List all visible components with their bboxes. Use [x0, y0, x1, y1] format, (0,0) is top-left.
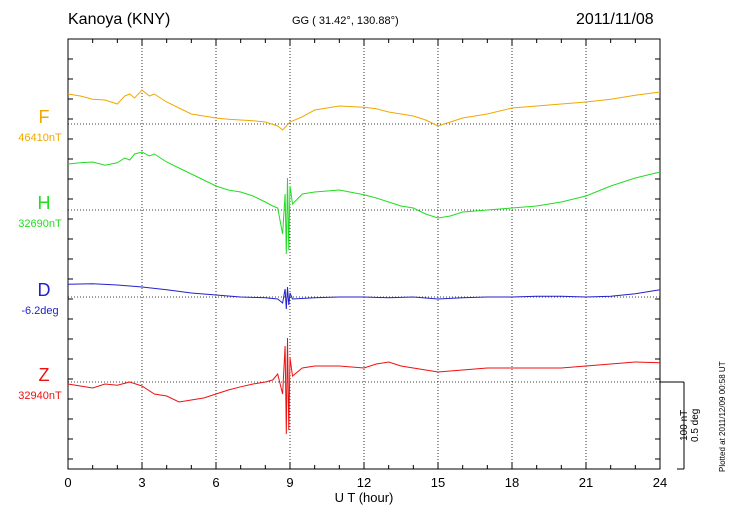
channel-label-d: D: [38, 280, 51, 300]
channel-baseline-h: 32690nT: [18, 218, 62, 230]
channel-label-z: Z: [39, 365, 50, 385]
x-tick-label: 6: [212, 475, 219, 490]
channel-baseline-d: -6.2deg: [21, 305, 58, 317]
channel-baseline-f: 46410nT: [18, 132, 62, 144]
trace-h: [67, 151, 661, 255]
x-tick-label: 24: [653, 475, 667, 490]
x-tick-label: 0: [64, 475, 71, 490]
x-tick-label: 21: [579, 475, 593, 490]
scale-deg-label: 0.5 deg: [690, 408, 701, 442]
trace-z: [67, 337, 661, 435]
x-tick-label: 12: [357, 475, 371, 490]
x-tick-label: 3: [138, 475, 145, 490]
x-tick-label: 9: [286, 475, 293, 490]
date-label: 2011/11/08: [576, 11, 654, 28]
x-tick-label: 18: [505, 475, 519, 490]
plotted-timestamp: Plotted at 2011/12/09 00:58 UT: [718, 361, 727, 472]
trace-f: [67, 89, 661, 131]
station-title: Kanoya (KNY): [68, 11, 171, 28]
scale-label: 100 nT 0.5 deg: [679, 409, 701, 442]
scale-nt-label: 100 nT: [679, 409, 690, 441]
channel-label-f: F: [39, 107, 50, 127]
coordinates-label: GG ( 31.42°, 130.88°): [292, 15, 399, 27]
channel-label-h: H: [38, 193, 51, 213]
channel-baseline-z: 32940nT: [18, 390, 62, 402]
x-axis-label: U T (hour): [335, 490, 394, 505]
trace-d: [67, 283, 661, 310]
x-tick-label: 15: [431, 475, 445, 490]
